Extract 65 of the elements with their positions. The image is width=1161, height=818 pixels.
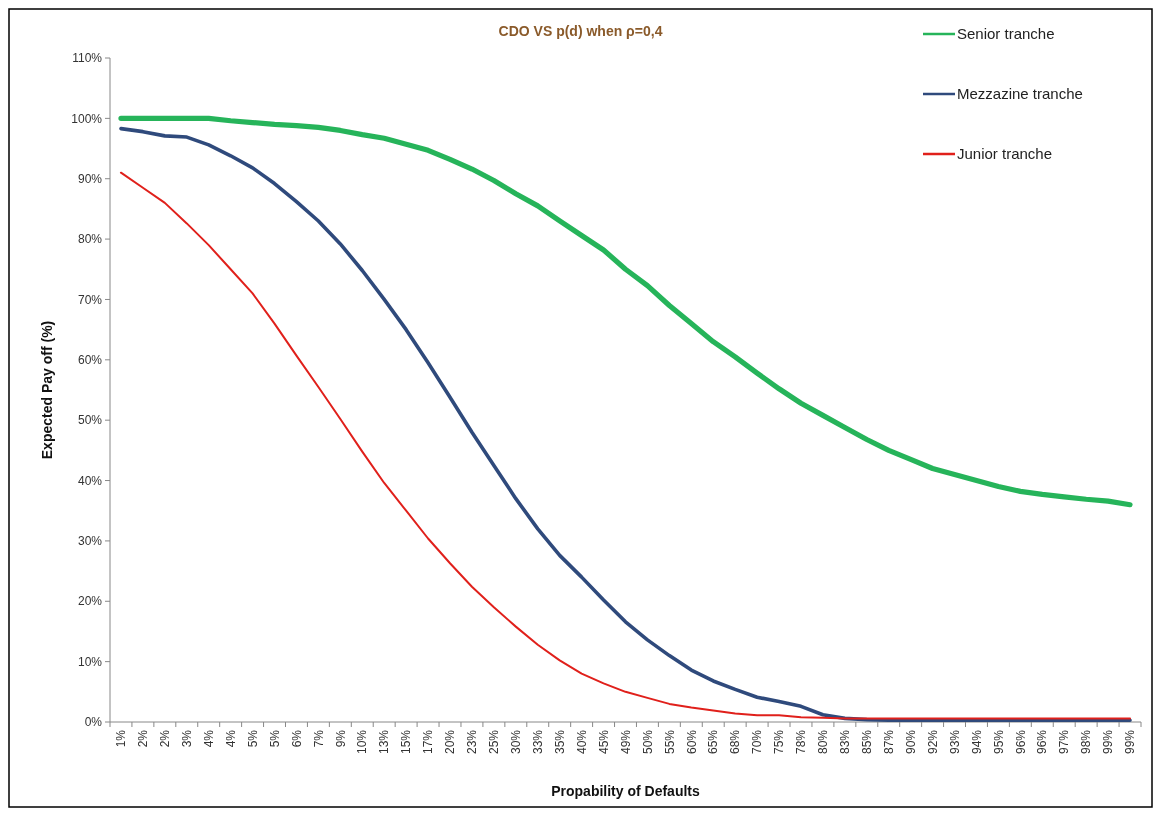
y-tick-label: 10%	[77, 654, 103, 669]
x-tick-label: 92%	[925, 729, 940, 755]
x-tick-label: 4%	[201, 729, 216, 748]
x-tick-label: 4%	[223, 729, 238, 748]
x-tick-label: 90%	[903, 729, 918, 755]
x-tick-label: 15%	[399, 729, 414, 755]
x-tick-label: 5%	[245, 729, 260, 748]
y-tick-label: 50%	[77, 413, 103, 428]
chart-title: CDO VS p(d) when ρ=0,4	[498, 23, 663, 39]
x-tick-label: 93%	[947, 729, 962, 755]
x-tick-label: 3%	[179, 729, 194, 748]
x-tick-label: 1%	[114, 729, 129, 748]
x-tick-label: 99%	[1101, 729, 1116, 755]
y-tick-label: 40%	[77, 473, 103, 488]
legend-label: Senior tranche	[957, 25, 1055, 43]
x-tick-label: 68%	[728, 729, 743, 755]
y-tick-label: 110%	[72, 51, 103, 66]
x-tick-label: 50%	[640, 729, 655, 755]
x-tick-label: 9%	[333, 729, 348, 748]
x-tick-label: 2%	[158, 729, 173, 748]
x-tick-label: 33%	[530, 729, 545, 755]
y-tick-label: 60%	[77, 353, 103, 368]
y-tick-label: 70%	[77, 292, 103, 307]
x-tick-label: 96%	[1013, 729, 1028, 755]
x-tick-label: 49%	[618, 729, 633, 755]
x-tick-label: 45%	[596, 729, 611, 755]
x-tick-label: 97%	[1057, 729, 1072, 755]
x-tick-label: 75%	[772, 729, 787, 755]
x-tick-label: 35%	[552, 729, 567, 755]
x-tick-label: 60%	[684, 729, 699, 755]
x-axis-title: Propability of Defaults	[551, 783, 700, 799]
x-tick-label: 95%	[991, 729, 1006, 755]
x-tick-label: 85%	[860, 729, 874, 755]
x-tick-label: 7%	[311, 729, 326, 748]
x-tick-label: 98%	[1079, 729, 1094, 755]
x-tick-label: 13%	[377, 729, 392, 755]
legend-label: Junior tranche	[957, 145, 1053, 163]
x-tick-label: 96%	[1035, 729, 1050, 755]
x-tick-label: 17%	[421, 729, 436, 755]
y-tick-label: 20%	[77, 594, 103, 609]
x-tick-label: 23%	[465, 729, 480, 755]
x-tick-label: 10%	[355, 729, 370, 755]
x-tick-label: 55%	[662, 729, 677, 755]
y-tick-label: 100%	[71, 111, 103, 126]
x-tick-label: 94%	[969, 729, 984, 755]
x-tick-label: 80%	[816, 729, 831, 755]
x-tick-label: 30%	[509, 729, 524, 755]
y-tick-label: 90%	[77, 171, 103, 186]
x-tick-label: 78%	[794, 729, 809, 755]
x-tick-label: 2%	[136, 729, 151, 748]
x-tick-label: 87%	[881, 729, 896, 755]
x-tick-label: 83%	[838, 729, 853, 755]
x-tick-label: 70%	[750, 729, 765, 755]
x-tick-label: 65%	[706, 729, 721, 755]
y-tick-label: 0%	[84, 715, 103, 730]
x-tick-label: 99%	[1123, 729, 1138, 755]
x-tick-label: 40%	[574, 729, 589, 755]
y-tick-label: 80%	[77, 232, 103, 247]
x-tick-label: 20%	[443, 729, 458, 755]
x-tick-label: 5%	[267, 729, 282, 748]
y-axis-title: Expected Pay off (%)	[39, 320, 55, 460]
x-tick-label: 25%	[487, 729, 502, 755]
legend-label: Mezzazine tranche	[957, 85, 1083, 103]
x-tick-label: 6%	[289, 729, 304, 748]
y-tick-label: 30%	[77, 534, 103, 549]
